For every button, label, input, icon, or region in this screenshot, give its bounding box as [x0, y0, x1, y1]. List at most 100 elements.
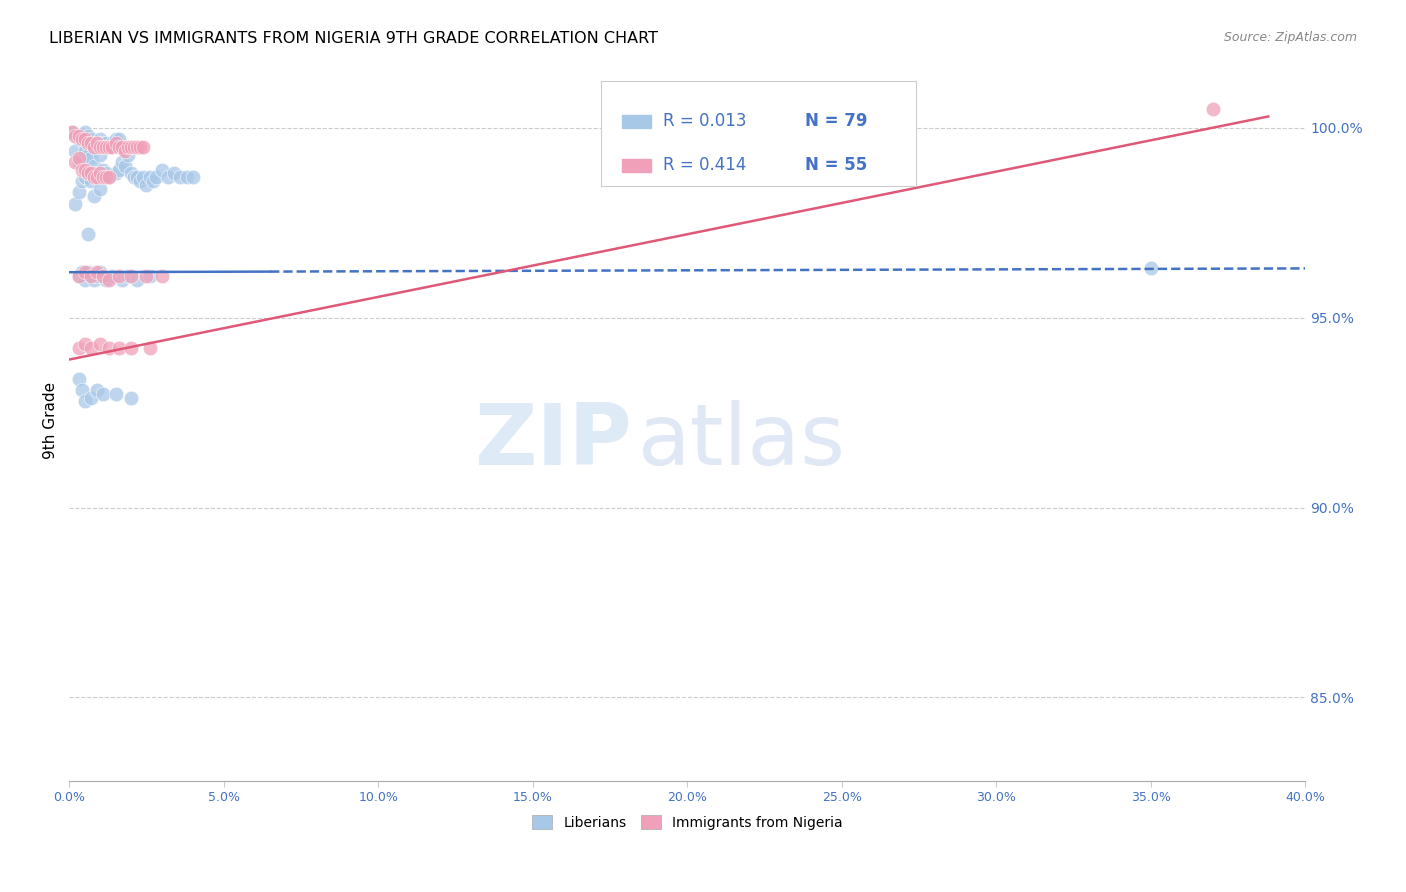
Point [98, 273, 121, 287]
Point [76, 167, 98, 181]
Point [70, 132, 93, 146]
Point [1202, 102, 1225, 116]
Point [132, 140, 155, 154]
Y-axis label: 9th Grade: 9th Grade [44, 382, 58, 458]
Point [73, 170, 96, 185]
Point [150, 162, 173, 177]
Point [107, 162, 129, 177]
Point [129, 140, 152, 154]
Point [67, 155, 90, 169]
Point [91, 136, 114, 150]
Point [96, 140, 118, 154]
Text: Source: ZipAtlas.com: Source: ZipAtlas.com [1223, 31, 1357, 45]
Text: N = 55: N = 55 [806, 156, 868, 174]
Point [145, 170, 167, 185]
Point [73, 394, 96, 409]
Point [80, 341, 103, 355]
Point [80, 167, 103, 181]
Point [138, 341, 160, 355]
Point [67, 151, 90, 165]
Point [127, 273, 149, 287]
Point [142, 174, 165, 188]
Point [65, 155, 87, 169]
Point [169, 170, 191, 185]
Point [122, 140, 145, 154]
Point [120, 167, 142, 181]
Point [138, 268, 160, 283]
Point [96, 273, 118, 287]
Point [98, 170, 121, 185]
Point [86, 136, 108, 150]
Point [86, 167, 108, 181]
Point [98, 140, 121, 154]
Point [132, 170, 155, 185]
Point [76, 136, 98, 150]
Point [157, 170, 180, 185]
Point [138, 170, 160, 185]
Point [80, 151, 103, 165]
Point [76, 167, 98, 181]
Point [60, 125, 83, 139]
Legend: Liberians, Immigrants from Nigeria: Liberians, Immigrants from Nigeria [526, 809, 849, 835]
Point [67, 341, 90, 355]
Point [104, 167, 127, 181]
Point [80, 132, 103, 146]
Point [67, 268, 90, 283]
Point [117, 268, 139, 283]
Point [80, 174, 103, 188]
Point [67, 186, 90, 200]
Point [65, 197, 87, 211]
Point [83, 140, 105, 154]
Point [76, 265, 98, 279]
Point [114, 144, 136, 158]
Point [91, 170, 114, 185]
Point [117, 147, 139, 161]
Point [96, 167, 118, 181]
FancyBboxPatch shape [621, 115, 651, 128]
Point [89, 147, 111, 161]
Point [1140, 261, 1163, 276]
Point [101, 136, 124, 150]
Point [122, 170, 145, 185]
Point [120, 268, 142, 283]
Point [73, 125, 96, 139]
Point [101, 268, 124, 283]
Point [135, 268, 157, 283]
Point [120, 341, 142, 355]
Point [101, 140, 124, 154]
Point [67, 371, 90, 385]
Point [67, 132, 90, 146]
Point [181, 170, 204, 185]
Point [163, 167, 186, 181]
FancyBboxPatch shape [600, 81, 915, 186]
Point [80, 136, 103, 150]
Point [135, 178, 157, 192]
Point [89, 337, 111, 351]
Point [98, 170, 121, 185]
Point [83, 273, 105, 287]
Point [91, 268, 114, 283]
Point [111, 273, 134, 287]
Point [73, 144, 96, 158]
Point [120, 140, 142, 154]
Point [86, 136, 108, 150]
Point [86, 170, 108, 185]
Point [73, 265, 96, 279]
Point [76, 128, 98, 143]
Text: N = 79: N = 79 [806, 112, 868, 130]
Point [111, 155, 134, 169]
Point [80, 268, 103, 283]
Text: R = 0.013: R = 0.013 [664, 112, 747, 130]
Point [70, 174, 93, 188]
Text: atlas: atlas [638, 401, 846, 483]
Point [107, 132, 129, 146]
Point [80, 391, 103, 405]
Point [104, 132, 127, 146]
Text: R = 0.414: R = 0.414 [664, 156, 747, 174]
Point [60, 125, 83, 139]
Point [89, 182, 111, 196]
Point [127, 140, 149, 154]
Point [76, 227, 98, 242]
Point [98, 341, 121, 355]
Point [70, 265, 93, 279]
